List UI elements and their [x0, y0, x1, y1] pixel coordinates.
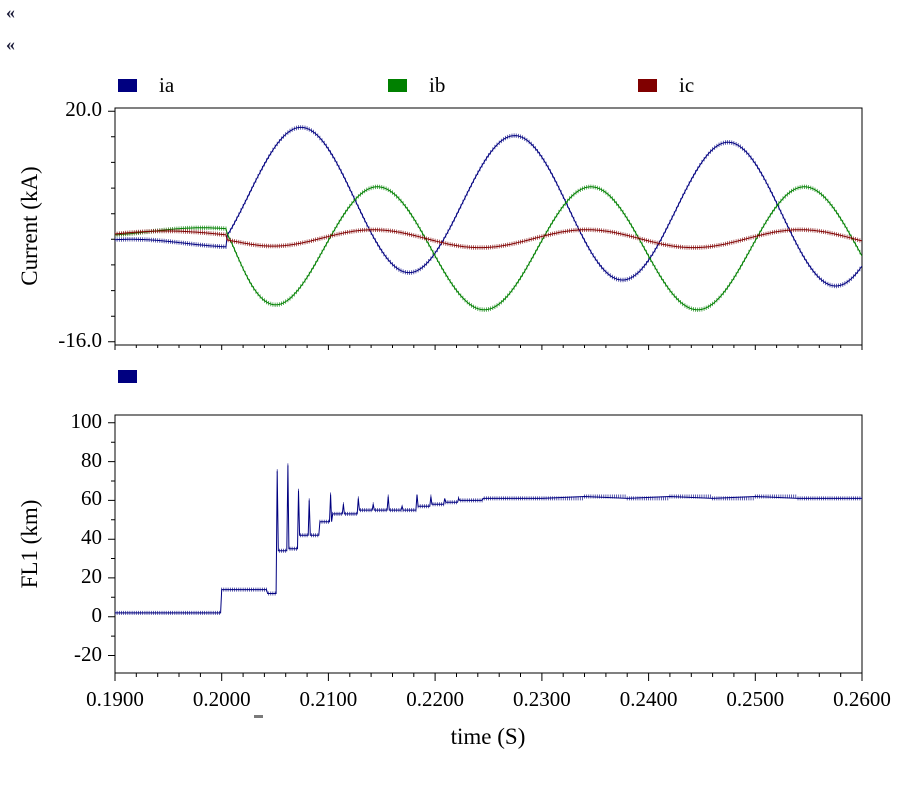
y-tick-label: 20	[81, 563, 102, 588]
y-tick-label: 0	[91, 602, 103, 627]
x-tick-label: 0.2000	[192, 687, 251, 711]
y-tick-label: 40	[81, 525, 102, 550]
legend-item-ia[interactable]: ia	[118, 73, 174, 97]
legend-swatch-ib-icon	[388, 78, 407, 92]
plot-area-fl1[interactable]	[114, 414, 863, 674]
trace-ic-markers	[115, 227, 861, 250]
x-tick-label: 0.2300	[512, 687, 571, 711]
legend-label-ia: ia	[159, 72, 175, 97]
x-tick-label: 0.2600	[833, 687, 891, 711]
collapse-chevrons-bottom-icon[interactable]: «	[6, 34, 15, 54]
trace-fl1-markers	[115, 463, 862, 615]
legend-swatch-ia-icon	[118, 78, 137, 92]
x-axis-ticks-1	[114, 673, 863, 681]
legend-label-ic: ic	[679, 72, 695, 97]
y-tick-label: -20	[74, 641, 102, 666]
y-tick-label: 20.0	[65, 97, 102, 122]
y-tick-label: -16.0	[58, 327, 102, 352]
legend-item-ib[interactable]: ib	[388, 73, 445, 97]
y-tick-label: 60	[81, 486, 102, 511]
x-tick-label: 0.2200	[406, 687, 465, 711]
y-axis-ticks-0	[108, 110, 115, 343]
legend-item-ic[interactable]: ic	[638, 73, 694, 97]
trace-fl1	[115, 465, 862, 614]
trace-ib-markers	[115, 184, 861, 312]
x-axis-title: time (S)	[450, 724, 526, 749]
legend-swatch-ic-icon	[638, 78, 657, 92]
x-tick-label: 0.2100	[299, 687, 358, 711]
x-axis-ticks-0	[114, 345, 863, 350]
collapse-chevrons-top-icon[interactable]: «	[6, 2, 15, 22]
legend-swatch-fl1-icon	[118, 369, 137, 383]
x-tick-label: 0.2400	[619, 687, 678, 711]
y-tick-label: 80	[81, 447, 102, 472]
y-axis-title-fl1: FL1 (km)	[17, 499, 42, 589]
plot-area-current[interactable]	[114, 107, 863, 346]
legend-label-ib: ib	[429, 72, 446, 97]
trace-ia-markers	[115, 125, 861, 289]
trace-ia	[115, 126, 862, 287]
legend-item-fl1[interactable]	[118, 368, 159, 384]
axis-tick-artifact	[254, 715, 263, 718]
x-tick-label: 0.2500	[726, 687, 785, 711]
y-axis-title-current: Current (kA)	[17, 166, 42, 286]
y-axis-ticks-1	[108, 422, 115, 656]
x-tick-label: 0.1900	[86, 687, 144, 711]
y-tick-label: 100	[70, 408, 103, 433]
